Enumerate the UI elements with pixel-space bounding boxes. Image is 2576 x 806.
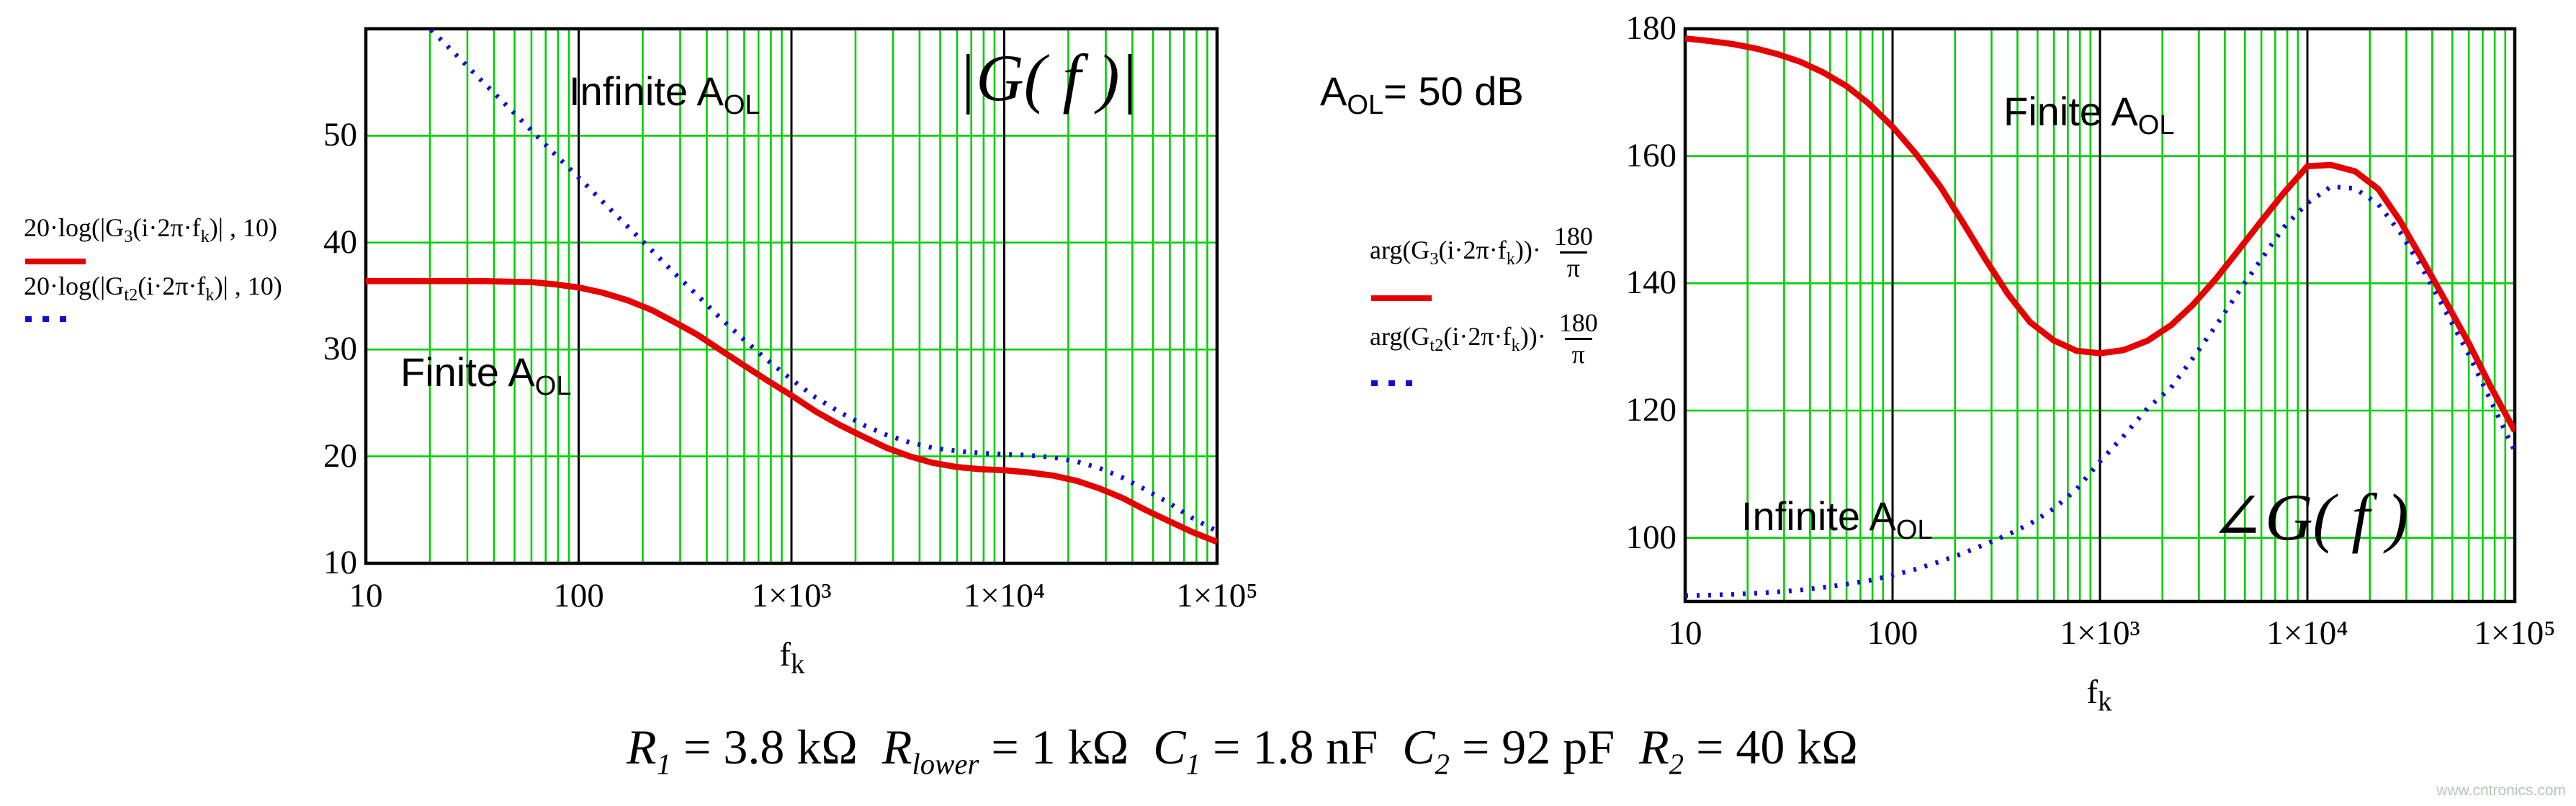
y-tick-label: 140	[1625, 264, 1677, 302]
mag-infinite-aol-label: Infinite AOL	[569, 68, 760, 121]
x-tick-label: 1×10³	[751, 577, 832, 614]
phase-legend: arg(G3(i·2π·fk))· 180 π arg(Gt2(i·2π·fk)…	[1370, 222, 1605, 390]
y-tick-label: 100	[1625, 518, 1677, 556]
mag-legend-expr-1: 20·log(|G3(i·2π·fk)| , 10)	[24, 213, 277, 247]
equation-term: C1 = 1.8 nF	[1153, 720, 1378, 781]
x-tick-label: 1×10³	[2060, 614, 2140, 652]
phase-infinite-aol-label: Infinite AOL	[1741, 493, 1933, 546]
blue-dotted-line-sample	[25, 315, 76, 322]
fraction-180-pi: 180 π	[1558, 308, 1598, 370]
phase-legend-expr-1: arg(G3(i·2π·fk))· 180 π	[1370, 222, 1605, 284]
equation-term: R1 = 3.8 kΩ	[627, 720, 858, 781]
x-tick-label: 100	[553, 577, 604, 614]
magnitude-curve-solid	[366, 277, 1217, 545]
y-tick-label: 30	[323, 330, 357, 368]
mag-finite-aol-label: Finite AOL	[400, 349, 572, 402]
red-solid-line-sample	[1371, 295, 1432, 301]
fraction-180-pi: 180 π	[1553, 222, 1593, 283]
y-tick-label: 180	[1625, 9, 1677, 47]
equation-term: R2 = 40 kΩ	[1639, 720, 1858, 781]
component-values-equation: R1 = 3.8 kΩ Rlower = 1 kΩ C1 = 1.8 nF C2 = …	[504, 719, 1980, 782]
phase-legend-expr-2: arg(Gt2(i·2π·fk))· 180 π	[1370, 308, 1605, 370]
red-solid-line-sample	[25, 259, 86, 265]
x-tick-label: 1×10⁴	[2266, 614, 2348, 652]
y-tick-label: 50	[323, 116, 357, 154]
x-tick-label: 100	[1867, 614, 1918, 652]
watermark: www.cntronics.com	[2436, 782, 2566, 799]
aol-value-label: AOL= 50 dB	[1320, 68, 1524, 121]
x-tick-label: 1×10⁵	[1176, 577, 1258, 614]
y-tick-label: 10	[323, 544, 357, 581]
x-tick-label: 1×10⁴	[963, 577, 1046, 614]
x-tick-label: 1×10⁵	[2474, 614, 2556, 652]
blue-dotted-line-sample	[1371, 380, 1422, 386]
mag-legend-expr-2: 20·log(|Gt2(i·2π·fk)| , 10)	[24, 272, 282, 305]
mag-legend: 20·log(|G3(i·2π·fk)| , 10) 20·log(|Gt2(i…	[24, 213, 282, 326]
magnitude-plot	[364, 27, 1219, 565]
phase-plot-title: ∠G( f )	[2209, 480, 2409, 554]
phase-curve-dotted	[1685, 184, 2515, 599]
mag-x-axis-label: fk	[779, 636, 805, 680]
equation-term: C2 = 92 pF	[1402, 720, 1615, 781]
phase-finite-aol-label: Finite AOL	[2003, 89, 2175, 141]
equation-term: Rlower = 1 kΩ	[881, 720, 1129, 781]
y-tick-label: 120	[1625, 391, 1677, 429]
phase-curve-solid	[1685, 35, 2515, 433]
x-tick-label: 10	[349, 577, 383, 614]
y-tick-label: 20	[323, 436, 357, 475]
phase-x-axis-label: fk	[2086, 673, 2112, 717]
phase-plot	[1683, 27, 2517, 604]
y-tick-label: 160	[1625, 136, 1677, 174]
x-tick-label: 10	[1668, 614, 1702, 652]
mag-plot-title: |G( f )|	[958, 41, 1138, 115]
y-tick-label: 40	[323, 223, 357, 261]
